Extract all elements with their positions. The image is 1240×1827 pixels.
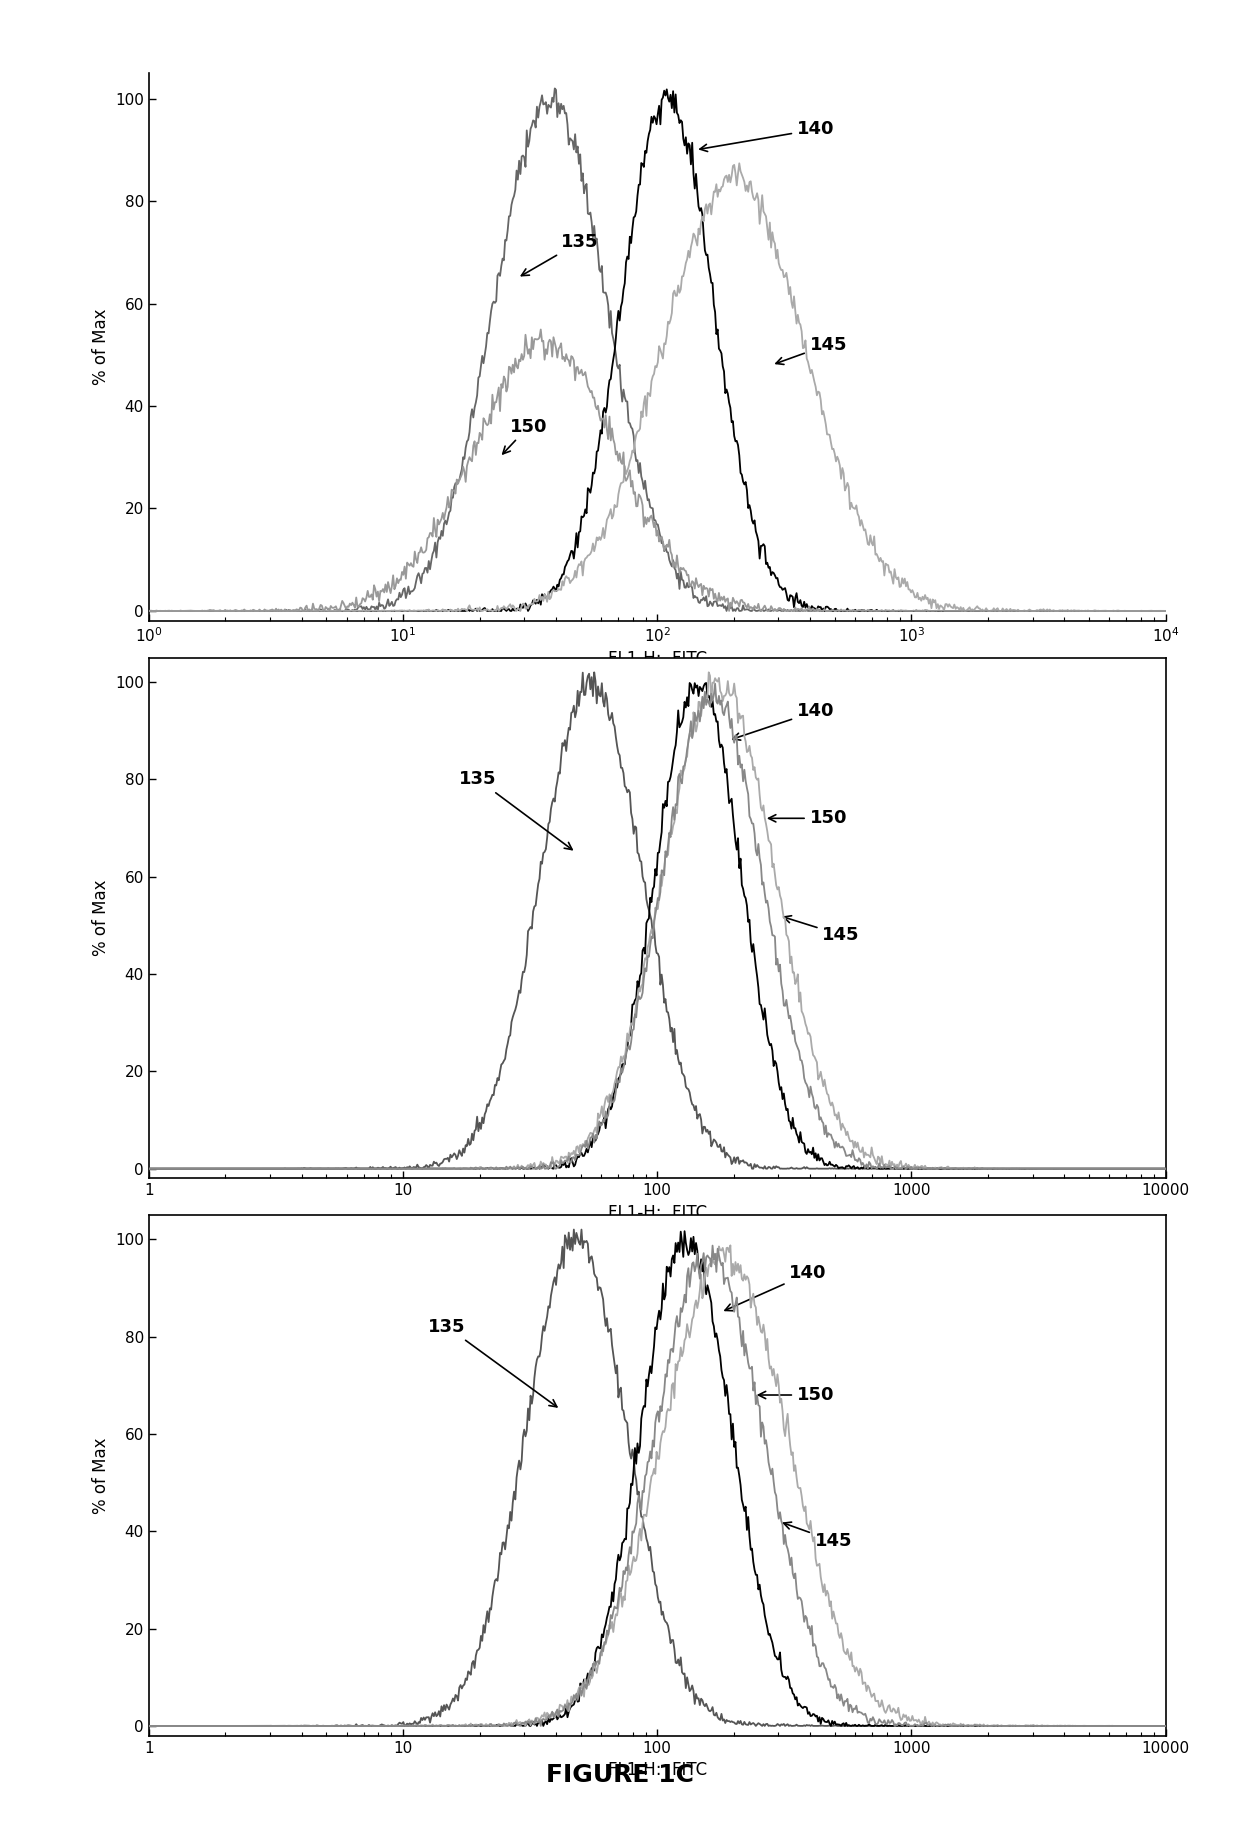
Y-axis label: % of Max: % of Max	[92, 1438, 109, 1513]
Text: 150: 150	[769, 809, 847, 828]
Text: 140: 140	[733, 702, 835, 740]
Text: 145: 145	[776, 336, 847, 364]
X-axis label: FL1-H:  FITC: FL1-H: FITC	[608, 1761, 707, 1779]
X-axis label: FL1-H:  FITC: FL1-H: FITC	[608, 650, 707, 669]
Text: 135: 135	[459, 771, 572, 850]
Text: 150: 150	[759, 1387, 835, 1403]
Text: 145: 145	[784, 1522, 852, 1549]
Text: FIGURE 1C: FIGURE 1C	[546, 1763, 694, 1787]
Text: 145: 145	[784, 915, 859, 945]
Text: 150: 150	[502, 418, 547, 453]
X-axis label: FL1-H:  FITC: FL1-H: FITC	[608, 1204, 707, 1222]
Text: 140: 140	[725, 1264, 827, 1310]
Text: 135: 135	[429, 1317, 557, 1407]
Y-axis label: % of Max: % of Max	[92, 309, 109, 385]
Y-axis label: % of Max: % of Max	[92, 881, 109, 956]
Text: 135: 135	[521, 234, 598, 276]
Text: 140: 140	[699, 121, 835, 152]
